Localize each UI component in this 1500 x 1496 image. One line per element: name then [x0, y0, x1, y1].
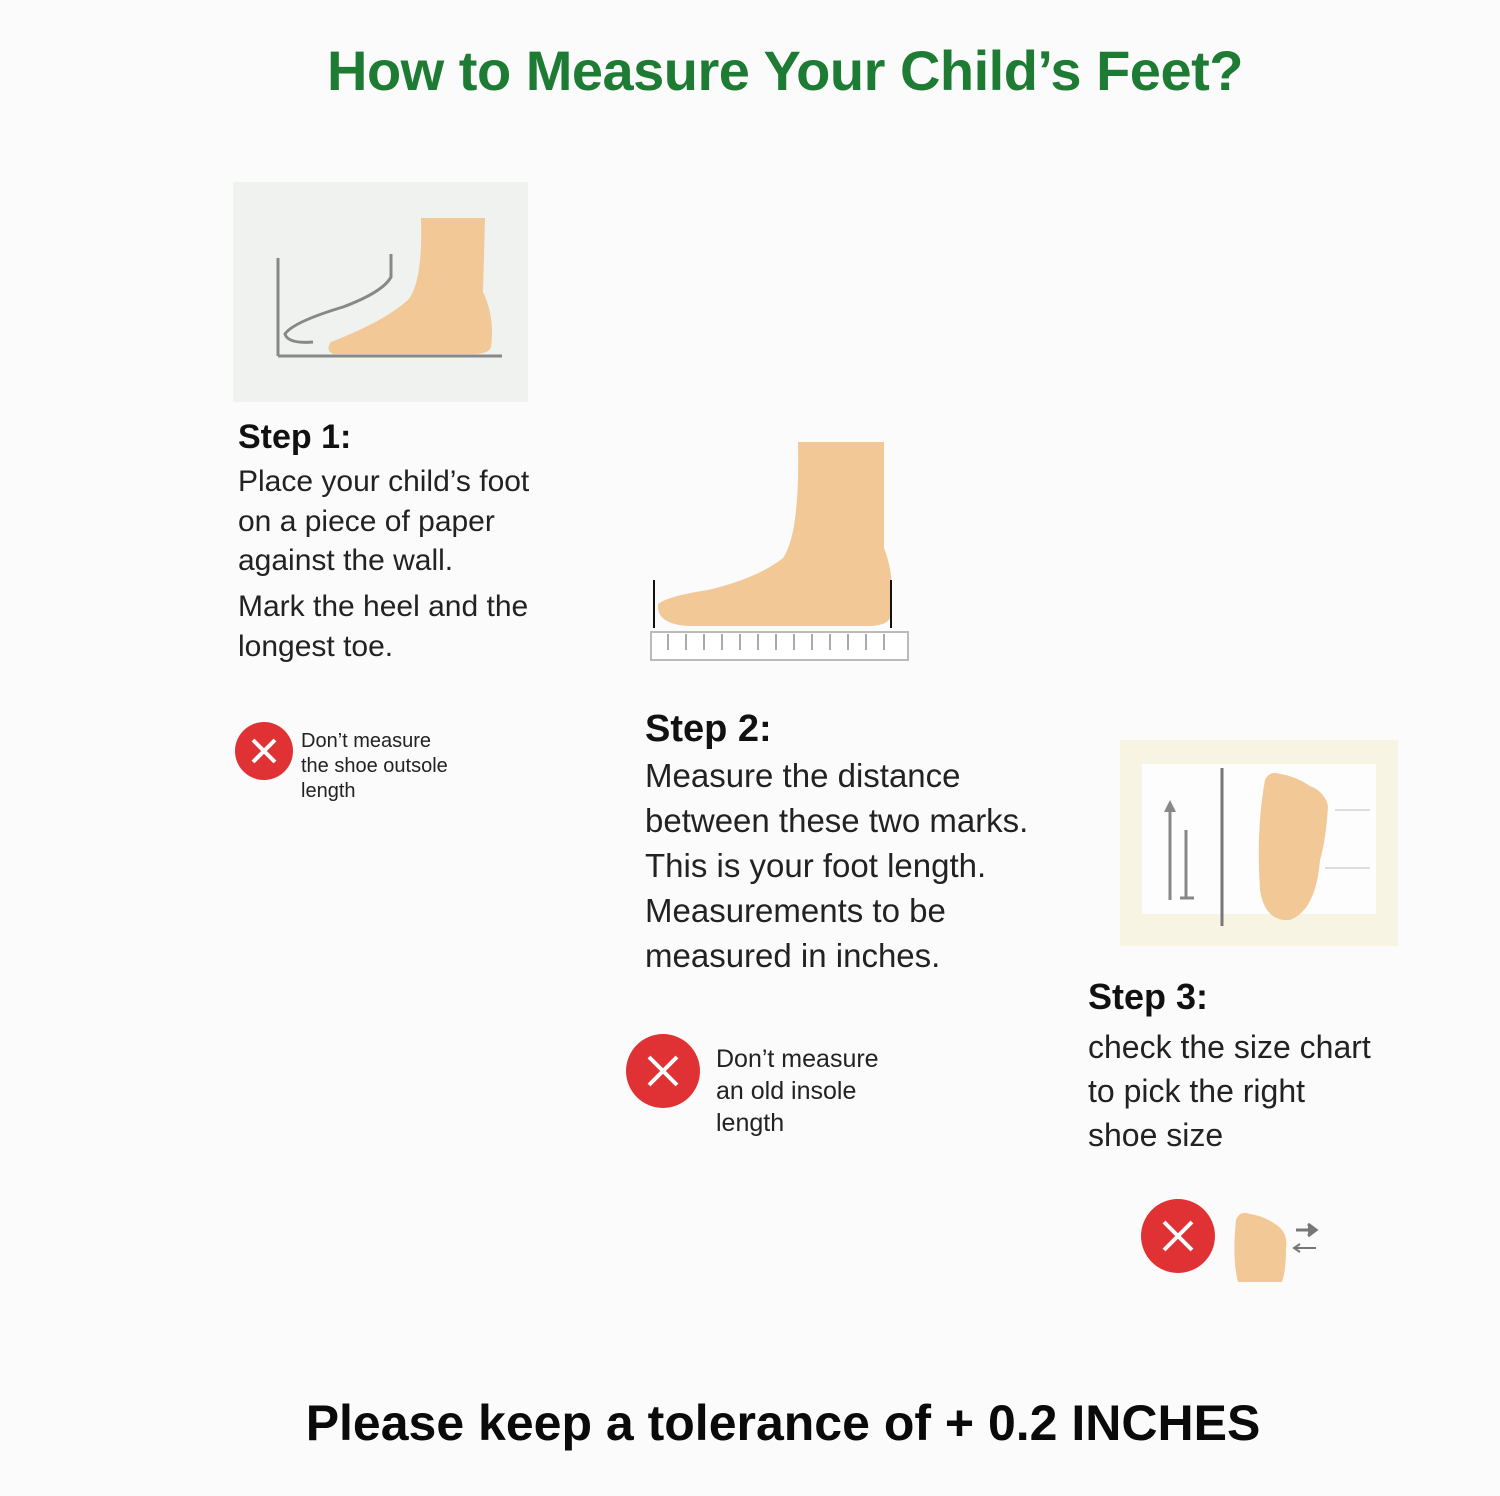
warning-line: the shoe outsole: [301, 755, 448, 777]
step1-line: on a piece of paper: [238, 505, 495, 538]
step2-heading: Step 2:: [645, 708, 772, 750]
step1-line: Place your child’s foot: [238, 465, 530, 498]
x-circle-icon: [1141, 1199, 1215, 1273]
step2-line: This is your foot length.: [645, 847, 987, 884]
step1-heading: Step 1:: [238, 418, 352, 456]
warning-line: length: [716, 1109, 785, 1137]
step1-line: against the wall.: [238, 544, 454, 577]
warning-line: an old insole: [716, 1077, 857, 1105]
step2-line: measured in inches.: [645, 937, 941, 974]
step3-line: shoe size: [1088, 1117, 1224, 1153]
step3-line: check the size chart: [1088, 1029, 1371, 1065]
step1-line: Mark the heel and the: [238, 590, 529, 623]
step2-line: between these two marks.: [645, 802, 1029, 839]
foot-against-wall-illustration: [233, 182, 528, 402]
step3-line: to pick the right: [1088, 1073, 1305, 1109]
step2-line: Measure the distance: [645, 757, 961, 794]
step3-heading: Step 3:: [1088, 976, 1209, 1017]
size-chart-illustration: [1120, 740, 1398, 946]
warning-line: length: [301, 780, 356, 802]
small-foot-icon: [1234, 1212, 1319, 1282]
warning-line: Don’t measure: [716, 1045, 879, 1073]
page-title: How to Measure Your Child’s Feet?: [327, 39, 1243, 102]
x-circle-icon: [626, 1034, 700, 1108]
foot-on-ruler-illustration: [650, 442, 909, 661]
tolerance-note: Please keep a tolerance of + 0.2 INCHES: [305, 1395, 1261, 1451]
step1-line: longest toe.: [238, 630, 394, 663]
warning-line: Don’t measure: [301, 730, 432, 752]
step2-line: Measurements to be: [645, 892, 946, 929]
x-circle-icon: [235, 722, 293, 780]
